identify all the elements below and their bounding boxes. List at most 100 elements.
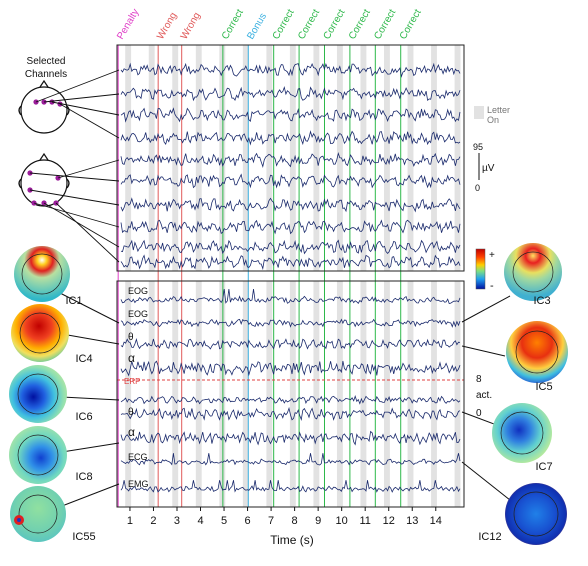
component-label-emg: EMG [128, 479, 149, 489]
channel-panel-frame [116, 44, 465, 272]
component-panel-frame [116, 280, 465, 508]
event-label: Bonus [245, 11, 269, 41]
component-label-ecg: ECG [128, 452, 148, 462]
letter-on-band [431, 45, 437, 271]
act-scale-top-value: 8 [476, 374, 482, 385]
x-axis: 1 2 3 4 5 6 7 8 9 10 11 12 13 14 [127, 507, 442, 527]
component-labels: EOG EOG θ α ERP θ α ECG EMG [124, 286, 149, 489]
ic-label: IC7 [535, 461, 552, 473]
letter-on-band [242, 45, 249, 271]
component-label-theta: θ [128, 332, 134, 343]
channel-connector [33, 202, 120, 228]
signal-trace [120, 219, 461, 235]
component-label-alpha: α [128, 351, 135, 365]
signal-trace [120, 62, 461, 79]
letter-on-band [407, 281, 414, 507]
channel-connector [43, 202, 120, 248]
component-label-theta: θ [128, 407, 134, 418]
x-tick-label: 5 [221, 515, 227, 527]
channel-connector [35, 69, 120, 103]
letter-on-band [172, 281, 179, 507]
head-diagram-upper [18, 79, 70, 134]
letter-on-band [360, 281, 367, 507]
signal-trace [120, 453, 461, 466]
component-connectors [57, 291, 511, 507]
x-tick-label: 14 [430, 515, 442, 527]
event-label: Correct [220, 7, 246, 41]
event-label: Correct [322, 7, 348, 41]
letter-on-band [195, 45, 202, 271]
act-scale-unit: act. [476, 390, 492, 401]
channel-connector [29, 189, 120, 206]
x-axis-label: Time (s) [270, 533, 314, 547]
channel-connector [29, 172, 120, 182]
signal-trace [120, 288, 461, 304]
letter-on-band [454, 281, 461, 507]
channel-connectors [29, 69, 120, 263]
letter-on-band [148, 45, 155, 271]
signal-trace [120, 395, 461, 405]
scalp-map-ic12: IC12 [478, 483, 567, 545]
letter-on-swatch [474, 106, 484, 119]
letter-on-band [407, 45, 414, 271]
signal-trace [120, 337, 461, 350]
scalp-map-ic1: IC1 [14, 246, 83, 307]
letter-on-band [172, 45, 179, 271]
signal-trace [120, 480, 461, 493]
letter-on-band [336, 281, 343, 507]
colorbar [475, 248, 486, 290]
ic-label: IC3 [533, 295, 550, 307]
component-label-erp: ERP [124, 377, 140, 386]
letter-on-band [219, 45, 226, 271]
colorbar-minus: - [490, 280, 494, 292]
ic-label: IC12 [478, 531, 501, 543]
x-tick-label: 12 [383, 515, 395, 527]
ic-label: IC4 [75, 353, 92, 365]
signal-trace [120, 430, 461, 446]
letter-on-label: Letter [487, 105, 510, 115]
ic-label: IC6 [75, 411, 92, 423]
event-lines [117, 45, 402, 507]
x-tick-label: 11 [359, 515, 370, 527]
event-label: Wrong [155, 11, 179, 42]
signal-trace [120, 318, 461, 328]
scalp-map-ic55: IC55 [10, 486, 96, 543]
component-label-alpha: α [128, 425, 135, 439]
letter-on-band [454, 45, 461, 271]
x-tick-label: 9 [315, 515, 321, 527]
letter-on-band [384, 45, 390, 271]
signal-trace [120, 130, 461, 146]
letter-on-band [431, 281, 437, 507]
letter-on-band [289, 45, 296, 271]
scalp-map-ic4: IC4 [11, 304, 93, 365]
signal-trace [120, 151, 461, 168]
scale-bottom-value: 0 [475, 183, 480, 193]
letter-on-band [148, 281, 155, 507]
channel-connector [51, 101, 120, 116]
letter-on-band [289, 281, 296, 507]
selected-channels-label: Channels [25, 69, 67, 80]
channel-connector [57, 159, 120, 179]
scalp-map-ic5: IC5 [506, 321, 568, 393]
colorbar-plus: + [489, 250, 495, 261]
signal-trace [120, 360, 461, 377]
event-label: Penalty [115, 7, 141, 41]
signal-trace [120, 173, 461, 189]
letter-on-band [266, 45, 273, 271]
x-tick-label: 1 [127, 515, 133, 527]
letter-on-band [219, 281, 226, 507]
ic-label: IC55 [72, 531, 95, 543]
ic-label: IC8 [75, 471, 92, 483]
channel-connector [59, 103, 120, 139]
head-diagram-lower [18, 152, 70, 207]
scale-unit: µV [482, 163, 495, 174]
letter-on-band [313, 281, 320, 507]
channel-connector [43, 93, 120, 103]
x-tick-label: 3 [174, 515, 180, 527]
letter-on-band [125, 281, 132, 507]
ic-label: IC1 [65, 295, 82, 307]
x-tick-label: 13 [406, 515, 418, 527]
letter-on-band [242, 281, 249, 507]
event-label: Wrong [179, 11, 203, 42]
letter-on-band [195, 281, 202, 507]
